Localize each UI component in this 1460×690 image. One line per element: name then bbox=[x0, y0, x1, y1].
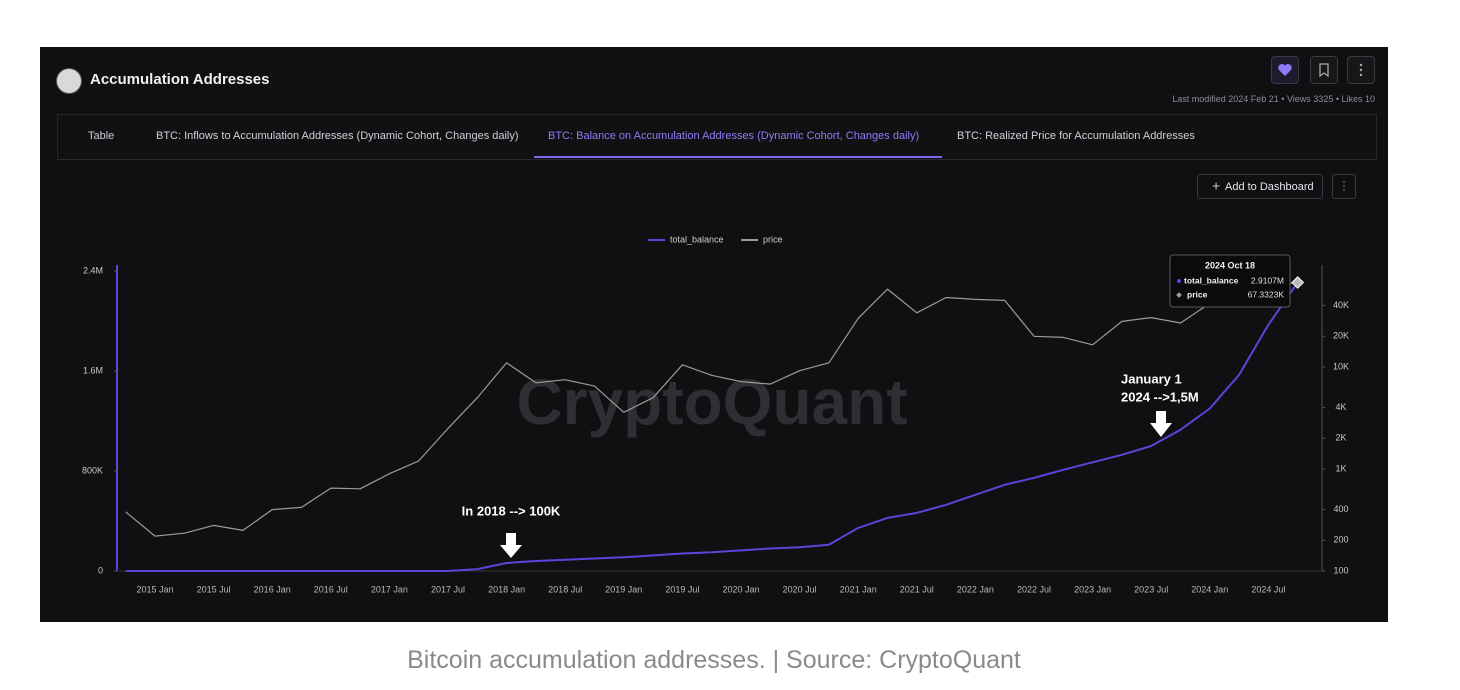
annotation-text: January 1 bbox=[1121, 371, 1182, 386]
heart-icon bbox=[1278, 64, 1292, 76]
tooltip-value: 67.3323K bbox=[1248, 289, 1285, 299]
tooltip-title: 2024 Oct 18 bbox=[1205, 260, 1255, 270]
x-tick-label: 2018 Jul bbox=[548, 584, 582, 594]
y-tick-label: 2.4M bbox=[83, 265, 103, 275]
arrow bbox=[500, 533, 522, 558]
annotation-text: 2024 -->1,5M bbox=[1121, 389, 1199, 404]
tab[interactable]: BTC: Realized Price for Accumulation Add… bbox=[957, 130, 1195, 142]
tab[interactable]: BTC: Inflows to Accumulation Addresses (… bbox=[156, 130, 519, 142]
series-line bbox=[125, 281, 1298, 537]
x-tick-label: 2017 Jul bbox=[431, 584, 465, 594]
menu-button[interactable] bbox=[1347, 56, 1375, 84]
x-tick-label: 2021 Jan bbox=[840, 584, 877, 594]
x-tick-label: 2020 Jul bbox=[783, 584, 817, 594]
tooltip-value: 2.9107M bbox=[1251, 275, 1284, 285]
tab-underline bbox=[534, 156, 942, 158]
x-tick-label: 2015 Jan bbox=[136, 584, 173, 594]
x-tick-label: 2018 Jan bbox=[488, 584, 525, 594]
y2-tick-label: 2K bbox=[1335, 433, 1346, 443]
x-tick-label: 2016 Jan bbox=[254, 584, 291, 594]
tab-label: BTC: Inflows to Accumulation Addresses (… bbox=[156, 130, 519, 142]
x-tick-label: 2021 Jul bbox=[900, 584, 934, 594]
tab[interactable]: Table bbox=[88, 130, 114, 142]
plus-icon: + bbox=[1212, 178, 1220, 194]
meta-info: Last modified 2024 Feb 21 • Views 3325 •… bbox=[1172, 94, 1375, 104]
x-tick-label: 2022 Jul bbox=[1017, 584, 1051, 594]
tooltip-box bbox=[1169, 254, 1291, 308]
chart-menu-button[interactable] bbox=[1332, 174, 1356, 199]
caption: Bitcoin accumulation addresses. | Source… bbox=[407, 646, 1021, 674]
y2-tick-label: 100 bbox=[1333, 565, 1348, 575]
x-tick-label: 2024 Jan bbox=[1191, 584, 1228, 594]
legend-label: total_balance bbox=[670, 234, 724, 244]
like-button[interactable] bbox=[1271, 56, 1299, 84]
y-tick-label: 0 bbox=[98, 565, 103, 575]
tooltip-dot bbox=[1177, 279, 1181, 283]
bookmark-icon bbox=[1319, 63, 1329, 78]
tab-label: Table bbox=[88, 130, 115, 142]
y2-tick-label: 4K bbox=[1335, 402, 1346, 412]
tooltip-label: total_balance bbox=[1184, 275, 1239, 285]
tab-label: BTC: Balance on Accumulation Addresses (… bbox=[548, 130, 920, 142]
avatar bbox=[56, 68, 82, 94]
hover-marker bbox=[1291, 276, 1305, 289]
y2-tick-label: 1K bbox=[1335, 463, 1346, 473]
y2-tick-label: 10K bbox=[1333, 361, 1349, 371]
x-tick-label: 2023 Jan bbox=[1074, 584, 1111, 594]
y-tick-label: 800K bbox=[82, 465, 103, 475]
tab-label: BTC: Realized Price for Accumulation Add… bbox=[957, 130, 1195, 142]
x-tick-label: 2022 Jan bbox=[957, 584, 994, 594]
add-dashboard-button[interactable]: Add to Dashboard bbox=[1197, 174, 1323, 199]
x-tick-label: 2024 Jul bbox=[1251, 584, 1285, 594]
arrow bbox=[1150, 411, 1172, 437]
x-tick-label: 2023 Jul bbox=[1134, 584, 1168, 594]
tooltip: 2024 Oct 18 total_balance 2.9107M price … bbox=[1169, 254, 1291, 308]
page-title: Accumulation Addresses bbox=[90, 71, 270, 88]
annotation-text: In 2018 --> 100K bbox=[462, 503, 561, 518]
x-tick-label: 2020 Jan bbox=[722, 584, 759, 594]
bookmark-button[interactable] bbox=[1310, 56, 1338, 84]
series-line bbox=[125, 281, 1299, 572]
legend-label: price bbox=[763, 234, 783, 244]
tab-bar bbox=[57, 114, 1377, 160]
x-tick-label: 2019 Jan bbox=[605, 584, 642, 594]
y2-tick-label: 40K bbox=[1333, 300, 1349, 310]
dots-icon: ⋮ bbox=[1338, 179, 1350, 193]
plot-area: 0 800K 1.6M 2.4M 100 200 400 1K 2K 4K 10K 20K 40K 201… bbox=[82, 234, 1349, 594]
button-label: Add to Dashboard bbox=[1225, 181, 1314, 193]
y-tick-label: 1.6M bbox=[83, 365, 103, 375]
x-tick-label: 2019 Jul bbox=[665, 584, 699, 594]
annotation: In 2018 --> 100K January 1 2024 -->1,5M bbox=[462, 371, 1199, 558]
tab-active[interactable]: BTC: Balance on Accumulation Addresses (… bbox=[548, 130, 919, 142]
x-tick-label: 2015 Jul bbox=[197, 584, 231, 594]
y2-tick-label: 20K bbox=[1333, 331, 1349, 341]
x-tick-label: 2017 Jan bbox=[371, 584, 408, 594]
watermark: CryptoQuant bbox=[516, 366, 907, 438]
tooltip-dot bbox=[1176, 292, 1182, 298]
y2-tick-label: 200 bbox=[1333, 535, 1348, 545]
x-tick-label: 2016 Jul bbox=[314, 584, 348, 594]
dots-icon bbox=[1359, 63, 1363, 77]
tooltip-label: price bbox=[1187, 289, 1208, 299]
y2-tick-label: 400 bbox=[1333, 504, 1348, 514]
